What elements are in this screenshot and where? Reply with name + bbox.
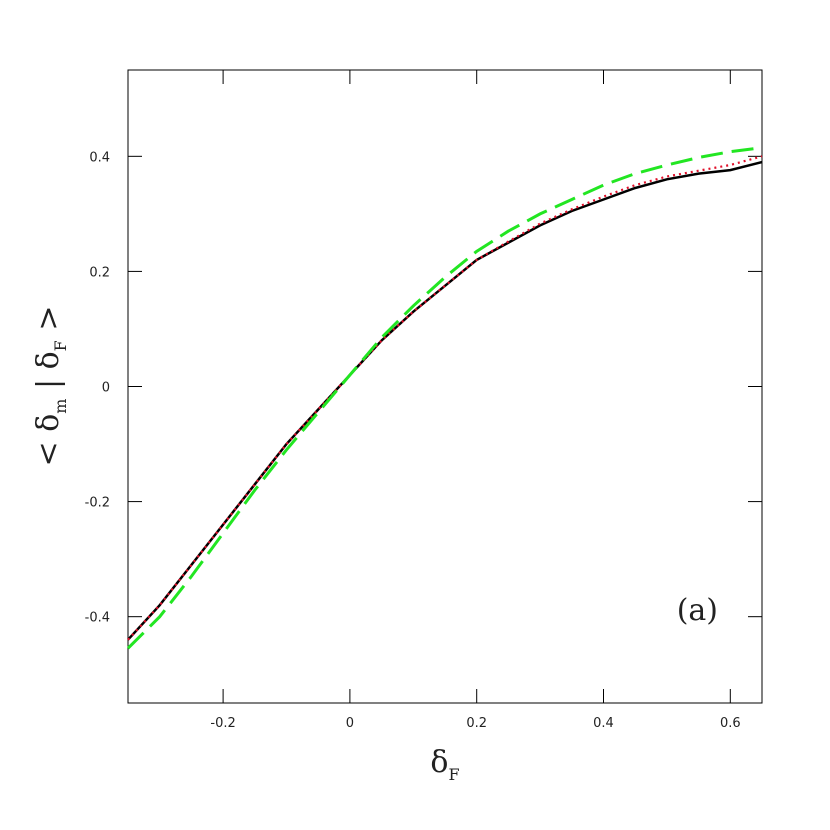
- label-part: >: [31, 306, 66, 341]
- label-part: δ: [430, 745, 448, 780]
- y-tick-label: -0.4: [85, 611, 110, 626]
- plot-frame: [127, 69, 763, 704]
- series-line: [127, 155, 763, 641]
- x-tick-label: 0: [346, 716, 354, 731]
- x-tick-label: 0.4: [593, 716, 614, 731]
- series-line: [127, 160, 763, 641]
- y-tick-label: 0: [102, 381, 110, 396]
- y-tick-label: 0.2: [89, 265, 110, 280]
- subscript: m: [51, 399, 70, 414]
- annotation: (a): [677, 593, 718, 628]
- label-part: | δ: [31, 351, 66, 398]
- ylabel-label: < δm | δF >: [31, 306, 70, 467]
- subscript: F: [448, 765, 459, 784]
- subscript: F: [51, 340, 70, 351]
- series-line: [126, 146, 763, 650]
- x-tick-label: -0.2: [210, 716, 235, 731]
- label-part: < δ: [31, 414, 66, 467]
- y-tick-label: 0.4: [89, 150, 110, 165]
- x-tick-label: 0.2: [466, 716, 487, 731]
- xlabel-label: δF: [430, 745, 459, 784]
- y-tick-label: -0.2: [85, 496, 110, 511]
- x-tick-label: 0.6: [720, 716, 741, 731]
